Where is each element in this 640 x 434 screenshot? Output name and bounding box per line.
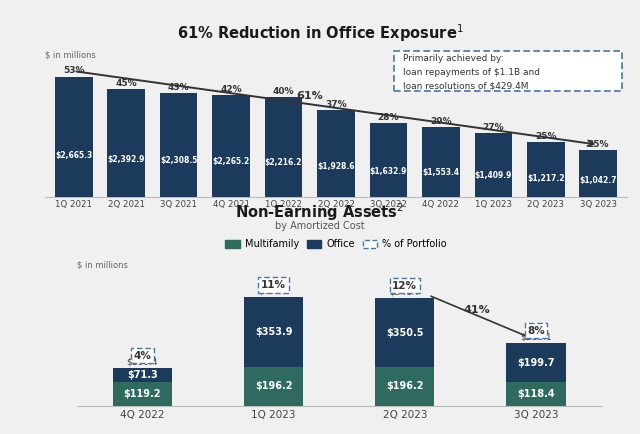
Text: $546.7: $546.7 bbox=[389, 287, 420, 296]
Bar bbox=[113, 368, 172, 382]
Text: 29%: 29% bbox=[430, 117, 452, 126]
Text: 8%: 8% bbox=[527, 326, 545, 335]
Text: 12%: 12% bbox=[392, 281, 417, 291]
Bar bbox=[506, 382, 566, 406]
Text: 61%: 61% bbox=[296, 91, 323, 101]
Bar bbox=[527, 142, 564, 197]
Text: $118.4: $118.4 bbox=[517, 389, 555, 399]
Bar bbox=[265, 97, 303, 197]
Text: $2,216.2: $2,216.2 bbox=[265, 158, 302, 167]
Text: 61% Reduction in Office Exposure$^1$: 61% Reduction in Office Exposure$^1$ bbox=[177, 22, 463, 44]
Text: $1,217.2: $1,217.2 bbox=[527, 174, 564, 183]
Legend: Multifamily, Office, % of Portfolio: Multifamily, Office, % of Portfolio bbox=[221, 235, 451, 253]
Text: $ in millions: $ in millions bbox=[45, 50, 95, 59]
Text: 41%: 41% bbox=[463, 305, 490, 315]
Text: 4%: 4% bbox=[134, 351, 151, 361]
Text: Primarily achieved by:
loan repayments of $1.1B and
loan resolutions of $429.4M: Primarily achieved by: loan repayments o… bbox=[403, 54, 540, 91]
Bar bbox=[369, 123, 407, 197]
Bar bbox=[474, 134, 512, 197]
Text: $1,632.9: $1,632.9 bbox=[370, 167, 407, 176]
Text: $119.2: $119.2 bbox=[124, 389, 161, 399]
Text: $ in millions: $ in millions bbox=[77, 260, 127, 269]
Text: $190.4: $190.4 bbox=[127, 358, 158, 367]
Text: 37%: 37% bbox=[325, 100, 347, 109]
Bar bbox=[317, 110, 355, 197]
Text: $2,665.3: $2,665.3 bbox=[55, 151, 92, 160]
Text: 53%: 53% bbox=[63, 66, 84, 76]
Text: 43%: 43% bbox=[168, 82, 189, 92]
Bar bbox=[579, 150, 617, 197]
Text: $1,928.6: $1,928.6 bbox=[317, 162, 355, 171]
FancyBboxPatch shape bbox=[394, 51, 622, 91]
Text: $550.1: $550.1 bbox=[258, 287, 289, 296]
Text: 11%: 11% bbox=[261, 280, 286, 290]
Bar bbox=[375, 367, 435, 406]
Bar bbox=[422, 127, 460, 197]
Text: $196.2: $196.2 bbox=[255, 381, 292, 391]
Bar bbox=[55, 76, 93, 197]
Bar bbox=[108, 89, 145, 197]
Text: 25%: 25% bbox=[535, 132, 557, 141]
Text: by Amortized Cost: by Amortized Cost bbox=[275, 221, 365, 231]
Text: 42%: 42% bbox=[220, 85, 242, 94]
Bar bbox=[375, 298, 435, 367]
Text: 25%: 25% bbox=[588, 140, 609, 149]
Text: $353.9: $353.9 bbox=[255, 327, 292, 337]
Bar bbox=[244, 297, 303, 367]
Text: 27%: 27% bbox=[483, 123, 504, 132]
Text: $2,392.9: $2,392.9 bbox=[108, 155, 145, 164]
Text: $350.5: $350.5 bbox=[386, 328, 424, 338]
Bar bbox=[160, 93, 198, 197]
Bar bbox=[244, 367, 303, 406]
Text: Non-Earning Assets$^2$: Non-Earning Assets$^2$ bbox=[236, 201, 404, 223]
Text: $2,265.2: $2,265.2 bbox=[212, 157, 250, 166]
Bar bbox=[113, 382, 172, 406]
Bar bbox=[212, 95, 250, 197]
Text: $318.1: $318.1 bbox=[520, 332, 552, 342]
Text: $71.3: $71.3 bbox=[127, 370, 158, 380]
Text: $199.7: $199.7 bbox=[517, 358, 555, 368]
Text: 40%: 40% bbox=[273, 87, 294, 96]
Text: $1,409.9: $1,409.9 bbox=[475, 171, 512, 180]
Bar bbox=[506, 343, 566, 382]
Text: $1,042.7: $1,042.7 bbox=[580, 176, 617, 185]
Text: $196.2: $196.2 bbox=[386, 381, 424, 391]
Text: 45%: 45% bbox=[115, 79, 137, 88]
Text: $2,308.5: $2,308.5 bbox=[160, 156, 197, 165]
Text: 28%: 28% bbox=[378, 113, 399, 122]
Text: $1,553.4: $1,553.4 bbox=[422, 168, 460, 178]
